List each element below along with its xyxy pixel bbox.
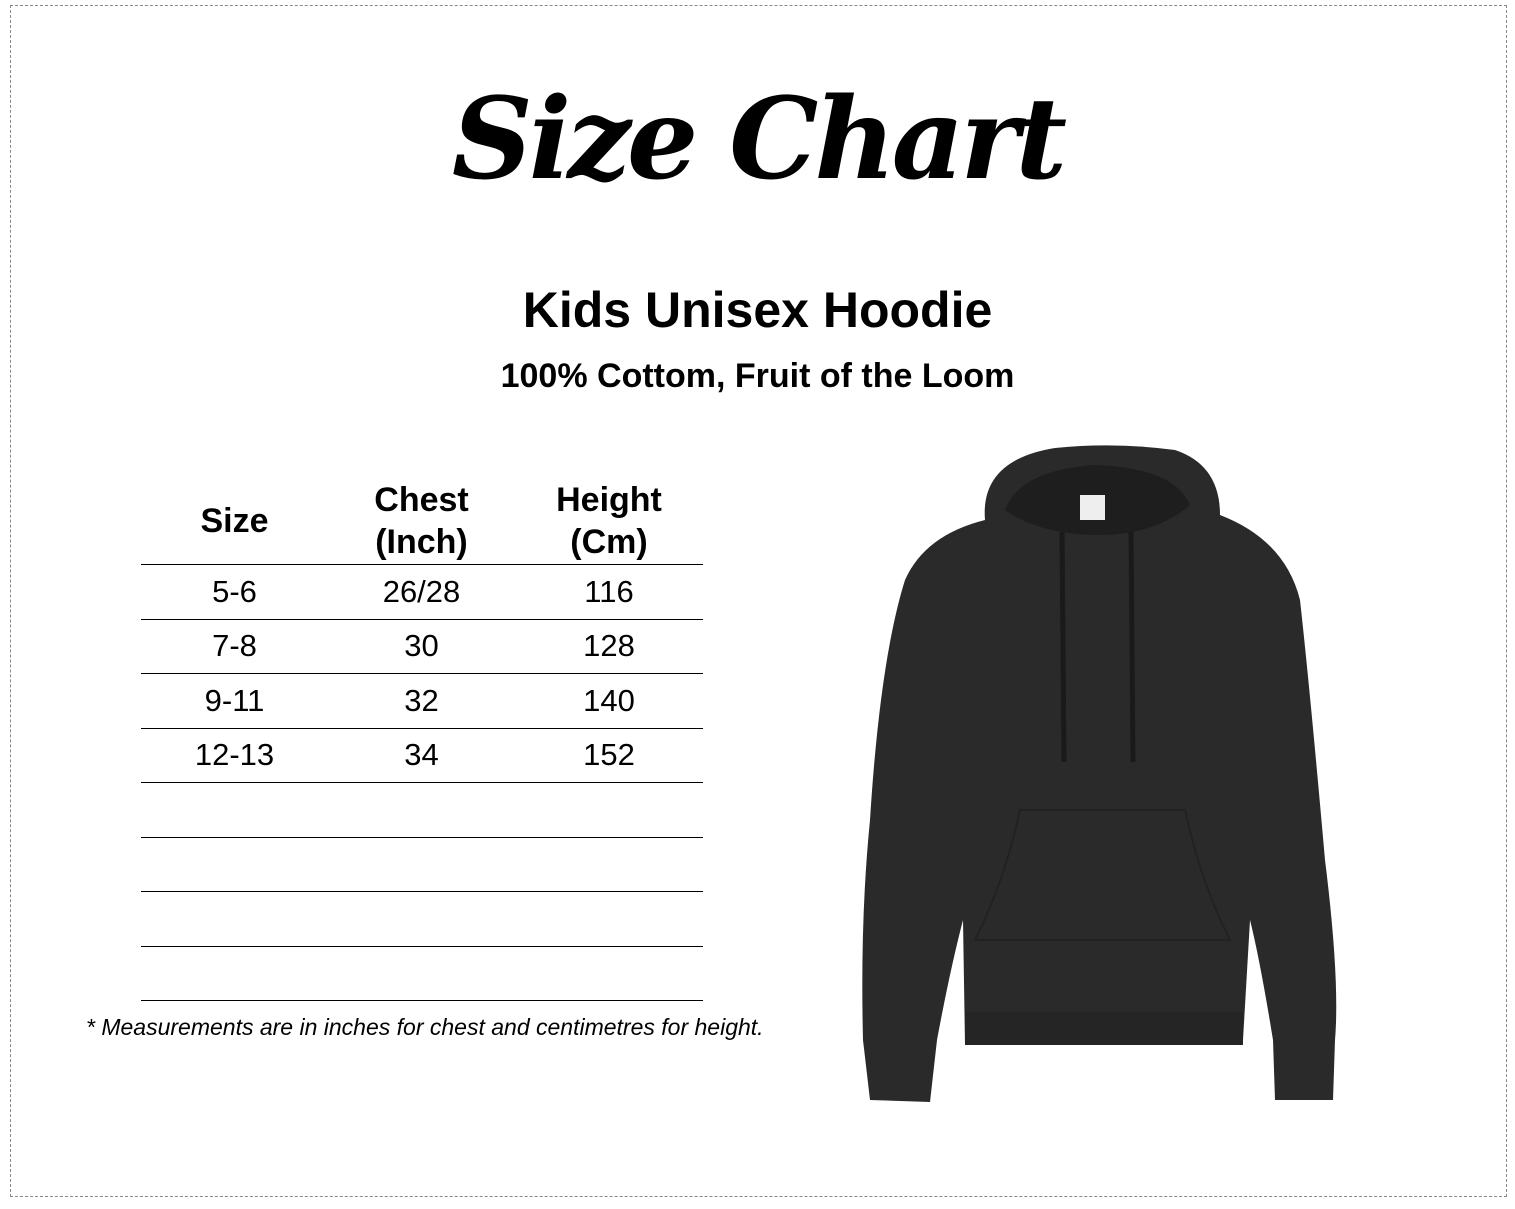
cell-height: 128 xyxy=(583,628,635,664)
product-title: Kids Unisex Hoodie xyxy=(522,282,993,338)
hoodie-pocket xyxy=(973,809,1232,941)
table-row: 7-8 30 128 xyxy=(141,620,703,674)
hoodie-body xyxy=(862,445,1337,1102)
cell-height: 140 xyxy=(583,682,635,718)
page-border xyxy=(10,5,1507,1197)
cell-size: 7-8 xyxy=(212,628,257,664)
cell-chest: 32 xyxy=(404,682,439,718)
cell-chest: 26/28 xyxy=(382,573,461,609)
drawstring-right xyxy=(1128,531,1136,763)
cell-chest: 34 xyxy=(404,737,439,773)
cell-size: 12-13 xyxy=(194,737,275,773)
table-header: Size Chest (Inch) Height (Cm) xyxy=(141,478,703,565)
cell-size: 5-6 xyxy=(212,573,257,609)
table-row: 12-13 34 152 xyxy=(141,729,703,783)
table-row: 5-6 26/28 116 xyxy=(141,565,703,620)
table-row: 9-11 32 140 xyxy=(141,674,703,729)
measurement-note: * Measurements are in inches for chest a… xyxy=(86,1014,764,1040)
cell-height: 116 xyxy=(584,573,634,609)
hoodie-label xyxy=(1080,495,1105,520)
cell-chest: 30 xyxy=(404,628,439,664)
header-size: Size xyxy=(200,502,269,540)
hoodie-image xyxy=(862,445,1337,1102)
header-chest: Chest (Inch) xyxy=(374,481,469,561)
table-row xyxy=(141,838,703,892)
product-subtitle: 100% Cottom, Fruit of the Loom xyxy=(500,357,1015,395)
cell-size: 9-11 xyxy=(204,682,265,718)
drawstring-left xyxy=(1059,531,1067,763)
cell-height: 152 xyxy=(583,737,635,773)
size-chart-logo: Size Chart xyxy=(451,74,1067,205)
hoodie-waistband xyxy=(965,1012,1243,1045)
table-row xyxy=(141,947,703,1001)
size-table: Size Chest (Inch) Height (Cm) 5-6 26/28 11… xyxy=(141,478,703,1001)
table-row xyxy=(141,783,703,838)
header-height: Height (Cm) xyxy=(556,481,662,561)
table-row xyxy=(141,892,703,947)
